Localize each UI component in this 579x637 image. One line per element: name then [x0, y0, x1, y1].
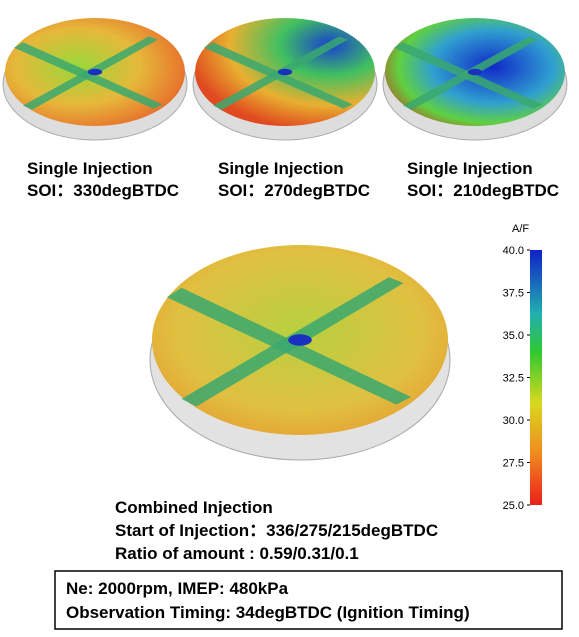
- colorbar-tick-label: 30.0: [503, 415, 524, 427]
- disc-210: [383, 18, 567, 140]
- panel-title: Single Injection: [218, 159, 344, 178]
- panel-title: Single Injection: [27, 159, 153, 178]
- panel-soi: SOI：270degBTDC: [218, 181, 370, 200]
- page: {"panels":[ {"title":"Single Injection",…: [0, 0, 579, 632]
- colorbar-tick-label: 37.5: [503, 288, 524, 300]
- combined-soi: Start of Injection：336/275/215degBTDC: [115, 521, 438, 540]
- colorbar-tick-label: 25.0: [503, 500, 524, 512]
- panel-images: [3, 18, 567, 460]
- colorbar-label: A/F: [512, 223, 529, 235]
- disc-270: [193, 18, 377, 140]
- colorbar: [530, 250, 542, 505]
- combined-title: Combined Injection: [115, 498, 273, 517]
- figure: Single Injection SOI：330degBTDC Single I…: [0, 0, 579, 632]
- colorbar-tick-label: 27.5: [503, 458, 524, 470]
- colorbar-tick-label: 35.0: [503, 330, 524, 342]
- condition: Ne: 2000rpm, IMEP: 480kPa: [66, 579, 289, 598]
- disc-330: [3, 18, 187, 140]
- combined-ratio: Ratio of amount : 0.59/0.31/0.1: [115, 544, 359, 563]
- panel-title: Single Injection: [407, 159, 533, 178]
- condition: Observation Timing: 34degBTDC (Ignition …: [66, 603, 470, 622]
- panel-soi: SOI：330degBTDC: [27, 181, 179, 200]
- colorbar-tick-label: 32.5: [503, 373, 524, 385]
- disc-combined: [150, 245, 450, 460]
- panel-soi: SOI：210degBTDC: [407, 181, 559, 200]
- colorbar-tick-label: 40.0: [503, 245, 524, 257]
